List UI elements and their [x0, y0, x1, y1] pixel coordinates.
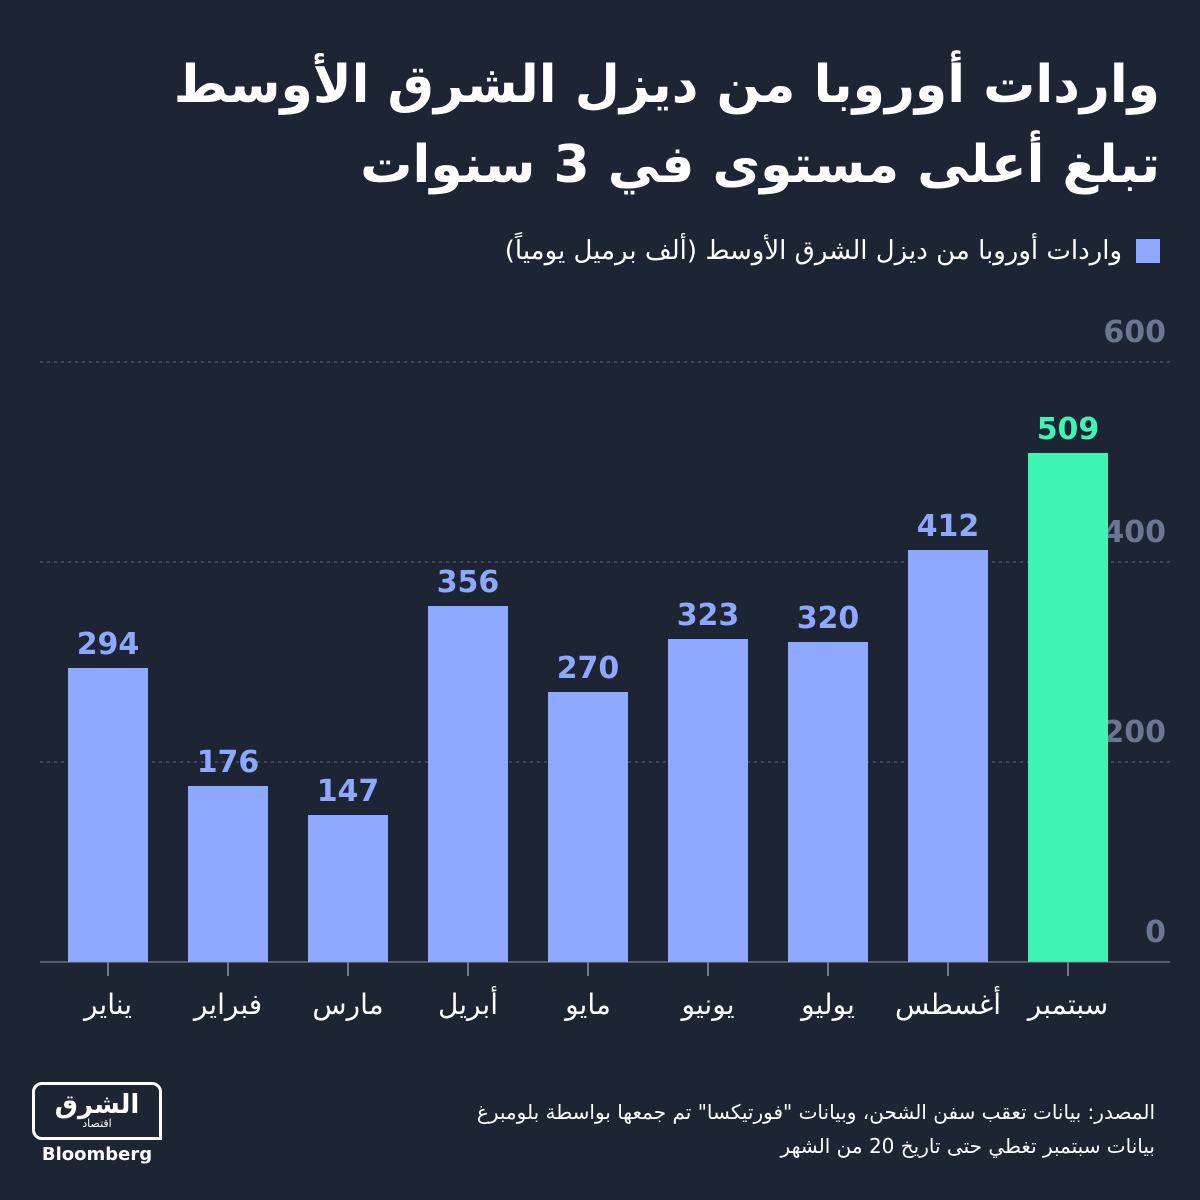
value-label: 147 [317, 774, 380, 809]
bar [68, 668, 148, 962]
x-tick-label: سبتمبر [1026, 988, 1108, 1021]
value-label: 509 [1037, 412, 1100, 447]
logo-subtext: اقتصاد [82, 1117, 112, 1130]
x-tick-label: مارس [312, 988, 383, 1021]
value-label: 323 [677, 598, 740, 633]
logo-text: الشرق [54, 1090, 140, 1120]
bar [548, 692, 628, 962]
y-tick-label: 200 [1103, 715, 1166, 750]
x-tick-label: فبراير [192, 988, 262, 1021]
bar [1028, 453, 1108, 962]
legend-swatch [1136, 239, 1160, 263]
legend: واردات أوروبا من ديزل الشرق الأوسط (ألف … [505, 236, 1160, 266]
y-tick-label: 400 [1103, 515, 1166, 550]
logo-brand: Bloomberg [41, 1144, 153, 1165]
bar [308, 815, 388, 962]
bar [788, 642, 868, 962]
logo: الشرق اقتصاد Bloomberg [32, 1082, 162, 1170]
y-tick-label: 600 [1103, 315, 1166, 350]
bar [908, 550, 988, 962]
value-label: 320 [797, 601, 860, 636]
value-label: 356 [437, 565, 500, 600]
title-line: تبلغ أعلى مستوى في 3 سنوات [360, 135, 1160, 195]
bar [668, 639, 748, 962]
bar [428, 606, 508, 962]
source-line: المصدر: بيانات تعقب سفن الشحن، وبيانات "… [476, 1100, 1155, 1124]
title-line: واردات أوروبا من ديزل الشرق الأوسط [173, 55, 1160, 115]
source-line: بيانات سبتمبر تغطي حتى تاريخ 20 من الشهر [780, 1134, 1155, 1158]
x-tick-label: مايو [563, 988, 611, 1021]
x-tick-label: أغسطس [895, 985, 1001, 1021]
chart-title: واردات أوروبا من ديزل الشرق الأوسط تبلغ … [60, 45, 1160, 205]
y-tick-label: 0 [1145, 915, 1166, 950]
source-note: المصدر: بيانات تعقب سفن الشحن، وبيانات "… [477, 1095, 1155, 1163]
x-tick-label: يونيو [680, 988, 735, 1021]
bar [188, 786, 268, 962]
x-tick-label: أبريل [438, 985, 498, 1021]
legend-label: واردات أوروبا من ديزل الشرق الأوسط (ألف … [504, 236, 1122, 266]
value-label: 294 [77, 627, 140, 662]
value-label: 270 [557, 651, 620, 686]
x-tick-label: يوليو [799, 988, 855, 1021]
value-label: 176 [197, 745, 260, 780]
value-label: 412 [917, 509, 980, 544]
x-tick-label: يناير [82, 988, 132, 1021]
logo-box: الشرق اقتصاد [32, 1082, 162, 1140]
